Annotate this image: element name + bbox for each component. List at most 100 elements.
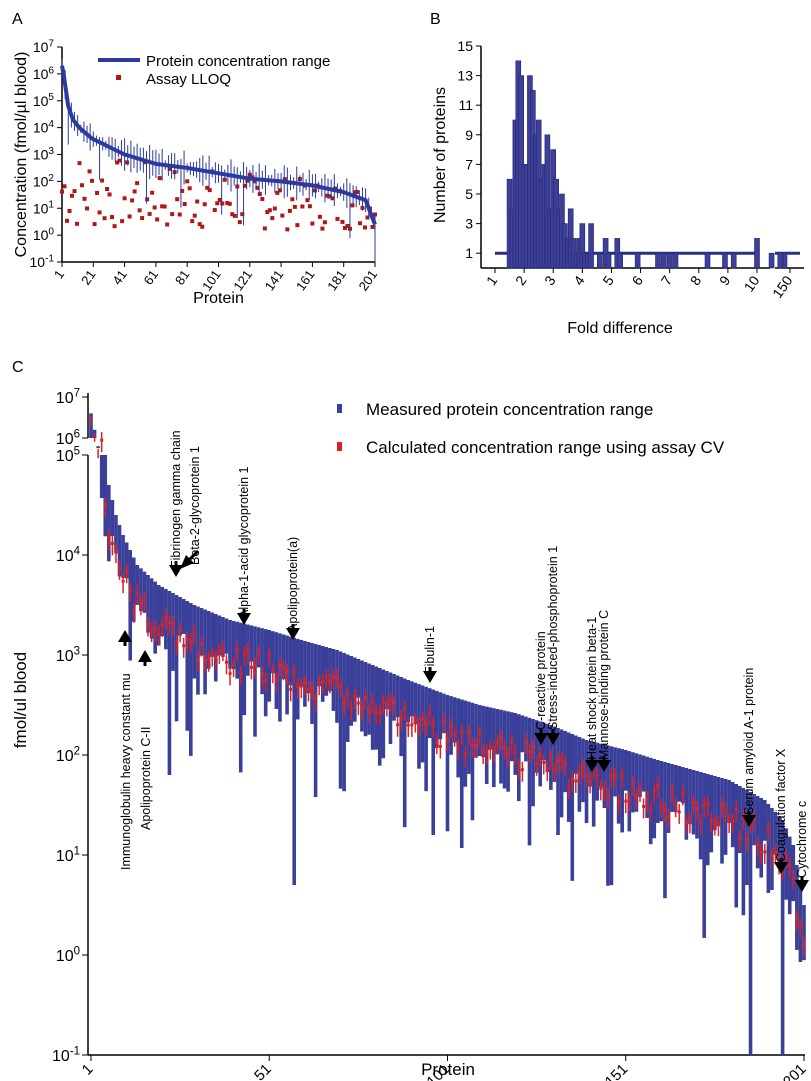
lloq-point [92, 222, 97, 227]
calculated-range-point [659, 804, 663, 808]
measured-range-bar [556, 728, 560, 836]
calculated-range-point [196, 657, 200, 661]
histogram-bar [544, 134, 551, 269]
histogram-bar [672, 252, 679, 269]
lloq-point [237, 220, 242, 225]
measured-range-bar [748, 792, 753, 1055]
x-tick-label: 5 [599, 273, 617, 289]
calculated-range-point [189, 639, 193, 643]
calculated-range-point [210, 653, 214, 657]
lloq-point [215, 201, 220, 206]
histogram-bar [782, 252, 788, 269]
measured-range-bar [153, 581, 157, 654]
lloq-point [292, 204, 297, 209]
calculated-range-point [403, 706, 407, 710]
measured-range-bar [659, 761, 664, 822]
lloq-point [112, 224, 117, 229]
measured-range-bar [766, 804, 771, 893]
calculated-range-point [371, 700, 375, 704]
calculated-range-point [132, 609, 136, 613]
lloq-point [290, 197, 295, 202]
annotation-label: Mannose-binding protein C [597, 610, 611, 760]
lloq-point [202, 202, 207, 207]
calculated-range-point [121, 579, 125, 583]
y-tick-label: 10-1 [52, 1046, 80, 1065]
measured-range-bar [727, 780, 731, 824]
measured-range-bar [299, 640, 304, 687]
lloq-point [295, 223, 300, 228]
calculated-range-point [791, 876, 795, 880]
calculated-range-point [495, 741, 499, 745]
calculated-range-point [556, 759, 560, 763]
lloq-point [200, 224, 205, 229]
calculated-range-point [795, 916, 799, 920]
lloq-point [197, 222, 202, 227]
measured-range-bar [413, 682, 418, 725]
measured-range-bar [181, 599, 186, 635]
calculated-range-point [385, 702, 389, 706]
x-tick-label: 8 [687, 273, 705, 289]
calculated-range-point [282, 666, 286, 670]
calculated-range-point [317, 681, 321, 685]
histogram-bar [579, 223, 586, 269]
x-tick-label: 61 [141, 267, 162, 287]
histogram-bar [777, 252, 784, 269]
lloq-point [267, 208, 272, 213]
measured-range-bar [328, 648, 332, 692]
measured-range-bar [253, 626, 257, 737]
measured-range-bar [410, 681, 414, 717]
calculated-range-point [695, 807, 699, 811]
x-tick-label: 21 [78, 267, 99, 287]
calculated-range-point [175, 641, 179, 645]
lloq-point [62, 184, 67, 189]
calculated-range-point [100, 438, 104, 442]
calculated-range-point [388, 698, 392, 702]
lloq-point [355, 189, 360, 194]
histogram-bar [722, 252, 728, 269]
measured-range-bar [238, 622, 243, 773]
calculated-range-point [499, 736, 503, 740]
y-tick-label: 105 [56, 446, 80, 465]
measured-range-bar [616, 748, 621, 824]
measured-range-bar [673, 765, 678, 813]
measured-range-bar [463, 700, 468, 787]
measured-range-bar [470, 702, 475, 821]
measured-range-bar [149, 578, 154, 639]
measured-range-bar [620, 749, 624, 833]
calculated-range-point [602, 787, 606, 791]
lloq-point [272, 206, 277, 211]
histogram-bar [768, 252, 775, 269]
lloq-point [160, 204, 165, 209]
x-tick-label: 201 [356, 267, 381, 293]
measured-range-bar [210, 612, 215, 657]
measured-range-bar [306, 642, 311, 694]
measured-range-bar [221, 617, 225, 657]
calculated-range-point [716, 822, 720, 826]
calculated-range-point [770, 854, 774, 858]
x-tick-label: 41 [109, 267, 130, 287]
calculated-range-point [581, 765, 585, 769]
calculated-range-point [513, 750, 517, 754]
calculated-range-point [128, 588, 132, 592]
calculated-range-point [396, 723, 400, 727]
calculated-range-point [642, 804, 646, 808]
lloq-point [262, 226, 267, 231]
annotation-arrow [597, 760, 611, 772]
measured-range-bar [517, 714, 521, 802]
calculated-range-point [627, 798, 631, 802]
calculated-range-point [706, 802, 710, 806]
calculated-range-point [285, 670, 289, 674]
x-tick-label: 181 [324, 267, 349, 293]
lloq-point [370, 224, 375, 229]
measured-range-bar [713, 776, 717, 831]
calculated-range-point [271, 669, 275, 673]
panel-label-c: C [12, 359, 24, 376]
histogram-bar [661, 252, 667, 269]
calculated-range-point [207, 658, 211, 662]
lloq-point [145, 197, 150, 202]
panel-label-a: A [12, 11, 23, 28]
y-tick-label: 11 [458, 97, 473, 113]
calculated-range-point [185, 637, 189, 641]
calculated-range-point [456, 745, 460, 749]
measured-range-bar [438, 692, 443, 740]
